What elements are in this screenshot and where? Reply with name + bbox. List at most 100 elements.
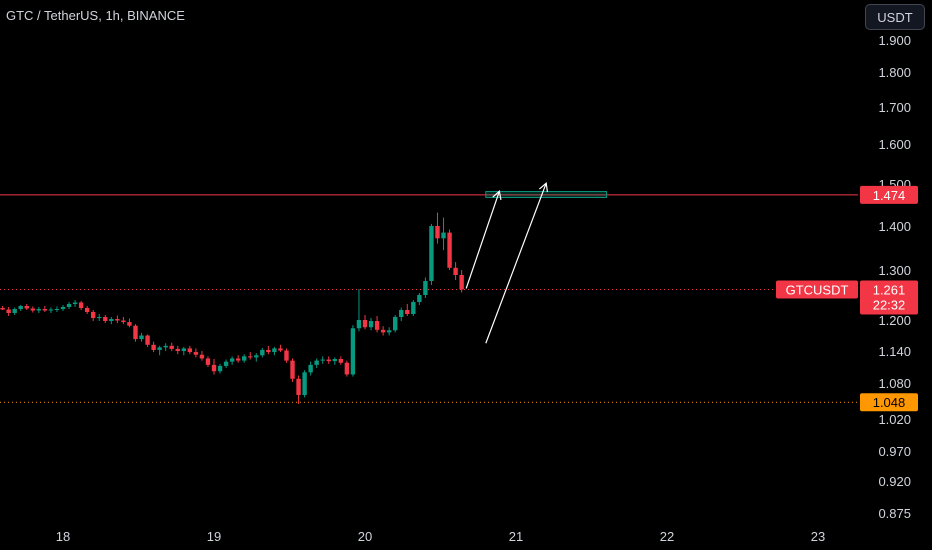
candle-body — [30, 308, 35, 311]
candle — [296, 375, 301, 404]
arrow-shaft — [485, 182, 547, 344]
candle — [423, 277, 428, 298]
candle-body — [350, 328, 356, 375]
candle — [302, 370, 307, 398]
candle-body — [139, 335, 144, 340]
candle — [429, 223, 434, 285]
candle — [193, 348, 199, 358]
candle — [115, 315, 120, 324]
time-axis[interactable]: 18 19 20 21 22 23 — [56, 529, 825, 544]
candle-body — [290, 360, 295, 379]
candle — [36, 307, 42, 313]
symbol-tag-text: GTCUSDT — [786, 283, 849, 298]
candle-body — [211, 364, 217, 372]
candle-body — [296, 378, 301, 395]
price-axis[interactable]: 1.9001.8001.7001.6001.5001.4001.3001.200… — [878, 33, 911, 521]
candle — [290, 358, 295, 382]
candle — [187, 345, 193, 355]
candle — [72, 300, 78, 307]
candle-body — [127, 322, 132, 326]
candle — [254, 353, 259, 362]
candle-body — [54, 309, 60, 310]
candle — [103, 315, 108, 324]
y-tick-label: 1.700 — [878, 100, 911, 115]
candle — [205, 356, 211, 367]
candle — [459, 270, 464, 293]
candle — [399, 307, 404, 322]
last-price-tag-bg — [860, 280, 918, 315]
candle-body — [169, 345, 174, 349]
candle — [272, 346, 277, 356]
candle — [326, 356, 331, 364]
candle — [350, 325, 356, 377]
candle-body — [223, 361, 229, 366]
candle — [18, 305, 23, 311]
candle-body — [368, 321, 374, 328]
y-tick-label: 1.140 — [878, 344, 911, 359]
candle — [320, 356, 325, 364]
candle — [163, 343, 168, 351]
last-price-value: 1.261 — [873, 283, 906, 298]
candle — [54, 306, 60, 312]
candle-body — [429, 226, 434, 281]
candle — [332, 357, 337, 365]
candle — [151, 341, 156, 353]
candle-body — [423, 281, 428, 295]
candle — [405, 304, 410, 316]
y-tick-label: 0.970 — [878, 444, 911, 459]
candle-body — [60, 307, 66, 309]
candle — [30, 306, 35, 313]
candle-body — [393, 317, 398, 331]
candle-body — [229, 358, 235, 362]
candle — [66, 302, 72, 309]
candle-body — [6, 309, 11, 313]
candle-body — [121, 320, 126, 323]
candle — [78, 301, 84, 310]
candle — [344, 360, 350, 377]
drawings — [465, 182, 608, 344]
trend-arrow — [465, 189, 502, 289]
candle-body — [459, 275, 464, 290]
support-price-tag: 1.048 — [860, 393, 918, 412]
candle-body — [441, 232, 446, 239]
candle — [121, 317, 126, 325]
candle — [139, 332, 144, 342]
candle-body — [338, 359, 344, 363]
candle-body — [411, 302, 416, 314]
resistance-price-tag-bg — [860, 185, 918, 204]
x-tick-label: 19 — [207, 529, 221, 544]
candle-body — [36, 309, 42, 311]
candle-body — [205, 358, 211, 365]
candle-body — [314, 360, 319, 365]
arrow-shaft — [465, 190, 500, 289]
candle — [48, 307, 54, 313]
x-tick-label: 20 — [358, 529, 372, 544]
candle-body — [320, 359, 325, 361]
currency-button[interactable]: USDT — [865, 4, 925, 30]
candle — [97, 314, 102, 322]
candle — [175, 345, 180, 355]
candle — [314, 358, 319, 369]
arrow-head — [538, 182, 549, 193]
support-price-tag-text: 1.048 — [873, 395, 906, 410]
candle-body — [72, 302, 78, 304]
candle-body — [266, 349, 271, 353]
candle-body — [24, 306, 29, 309]
candle — [133, 324, 138, 342]
candle — [242, 354, 247, 363]
y-tick-label: 0.920 — [878, 474, 911, 489]
y-tick-label: 1.800 — [878, 65, 911, 80]
candle-body — [42, 309, 48, 311]
candle-body — [453, 267, 458, 275]
candle — [42, 306, 48, 312]
x-tick-label: 21 — [509, 529, 523, 544]
reference-lines — [0, 194, 858, 403]
candle-body — [302, 372, 307, 395]
candle-body — [0, 308, 5, 310]
candle-body — [48, 309, 54, 311]
candle — [453, 262, 458, 280]
candle — [169, 342, 174, 351]
candle — [362, 315, 368, 330]
